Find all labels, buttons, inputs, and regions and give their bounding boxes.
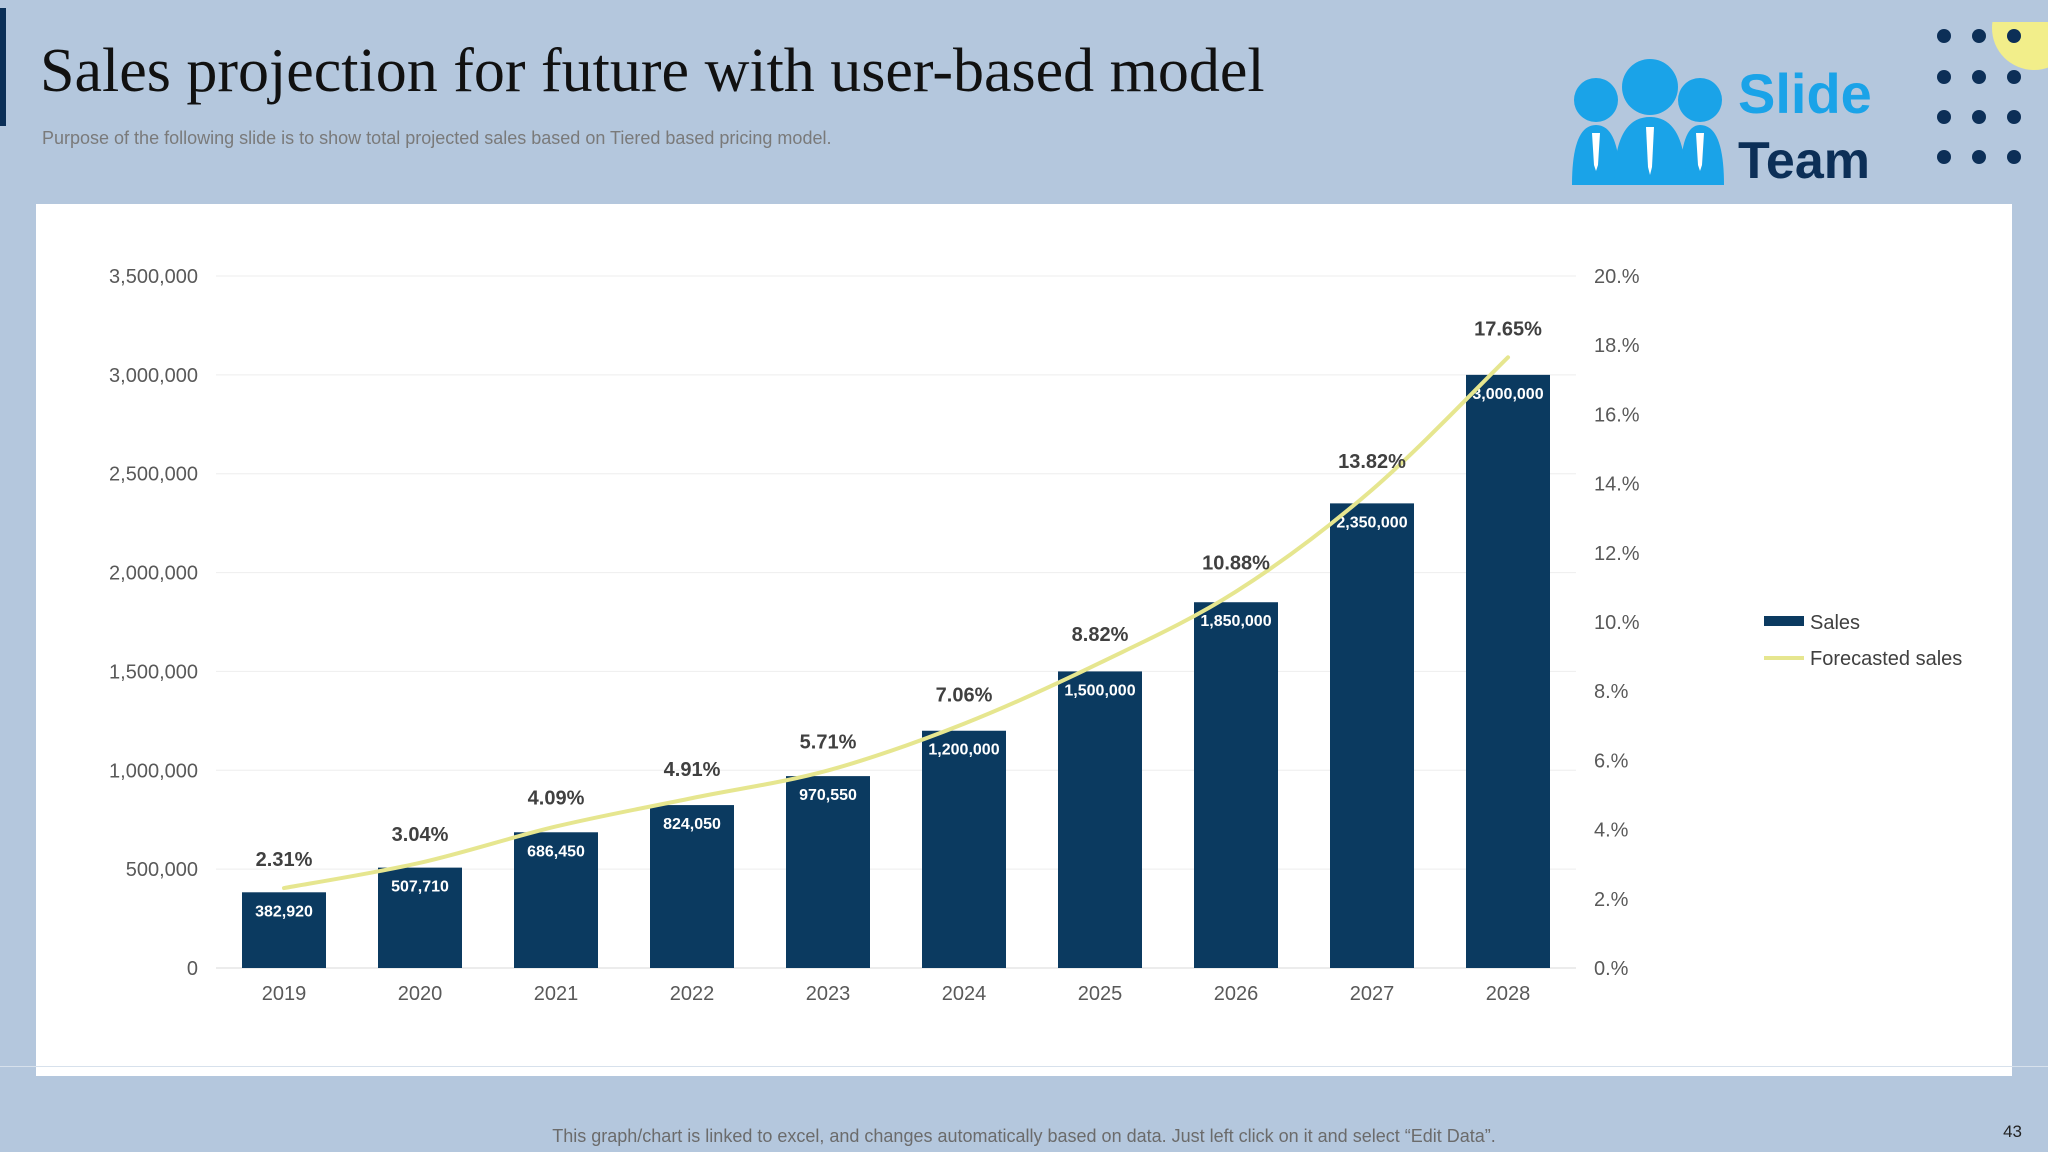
y-right-tick-label: 2.%: [1594, 889, 1629, 911]
page-number: 43: [2003, 1122, 2022, 1141]
people-group-icon: [1572, 59, 1724, 185]
line-value-label: 10.88%: [1202, 553, 1270, 575]
line-value-label: 7.06%: [936, 685, 993, 707]
y-right-tick-label: 10.%: [1594, 612, 1640, 634]
bar-value-label: 2,350,000: [1336, 514, 1407, 531]
legend-label: Sales: [1810, 612, 1860, 634]
line-value-label: 5.71%: [800, 731, 857, 753]
decorative-dots: [1932, 22, 2048, 172]
logo-text-team: Team: [1738, 132, 1870, 190]
title-accent-bar: [0, 8, 6, 126]
y-left-tick-label: 0: [187, 958, 198, 980]
chart-card[interactable]: 0 500,000 1,000,000 1,500,000 2,000,000 2,500…: [36, 204, 2012, 1076]
bar-value-label: 507,710: [391, 879, 449, 896]
bar-value-label: 382,920: [255, 903, 313, 920]
sales-bar: [242, 892, 326, 968]
legend-swatch-sales: [1764, 616, 1804, 626]
sales-bar: [786, 776, 870, 968]
y-right-tick-label: 18.%: [1594, 335, 1640, 357]
x-tick-label: 2028: [1486, 983, 1531, 1005]
y-left-tick-label: 3,000,000: [109, 365, 198, 387]
bar-value-label: 970,550: [799, 787, 857, 804]
x-tick-label: 2020: [398, 983, 443, 1005]
bar-value-label: 3,000,000: [1472, 386, 1543, 403]
y-left-tick-label: 3,500,000: [109, 266, 198, 288]
x-tick-label: 2025: [1078, 983, 1123, 1005]
line-value-label: 4.91%: [664, 759, 721, 781]
bar-value-label: 686,450: [527, 843, 585, 860]
sales-bar: [1058, 671, 1142, 968]
sales-bar: [514, 832, 598, 968]
sales-bar: [378, 867, 462, 968]
y-left-tick-label: 2,500,000: [109, 464, 198, 486]
x-tick-label: 2022: [670, 983, 715, 1005]
bar-value-label: 1,200,000: [928, 742, 999, 759]
y-left-tick-label: 2,000,000: [109, 563, 198, 585]
slide-subtitle: Purpose of the following slide is to sho…: [42, 128, 832, 148]
y-right-tick-label: 0.%: [1594, 958, 1629, 980]
x-tick-label: 2019: [262, 983, 307, 1005]
y-left-tick-label: 1,000,000: [109, 760, 198, 782]
x-tick-label: 2024: [942, 983, 987, 1005]
x-tick-label: 2027: [1350, 983, 1395, 1005]
y-right-tick-label: 8.%: [1594, 681, 1629, 703]
y-right-tick-label: 16.%: [1594, 404, 1640, 426]
line-value-label: 8.82%: [1072, 624, 1129, 646]
line-value-label: 17.65%: [1474, 318, 1542, 340]
y-right-tick-label: 14.%: [1594, 474, 1640, 496]
sales-bar: [1194, 602, 1278, 968]
y-left-tick-label: 1,500,000: [109, 661, 198, 683]
y-right-tick-label: 4.%: [1594, 820, 1629, 842]
sales-projection-chart[interactable]: 0 500,000 1,000,000 1,500,000 2,000,000 2,500…: [36, 204, 2012, 1076]
x-tick-label: 2021: [534, 983, 579, 1005]
sales-bar: [1330, 503, 1414, 968]
slideteam-logo: Slide Team: [1568, 55, 1898, 190]
line-value-label: 4.09%: [528, 787, 585, 809]
y-right-tick-label: 6.%: [1594, 750, 1629, 772]
sales-bar: [1466, 374, 1550, 968]
line-value-label: 3.04%: [392, 824, 449, 846]
bar-value-label: 824,050: [663, 816, 721, 833]
slide-title: Sales projection for future with user-ba…: [40, 37, 1265, 105]
bar-value-label: 1,500,000: [1064, 682, 1135, 699]
legend-label: Forecasted sales: [1810, 648, 1962, 670]
y-right-tick-label: 20.%: [1594, 266, 1640, 288]
decorative-yellow-circle: [1992, 22, 2048, 70]
forecast-line: [282, 355, 1510, 891]
sales-bar: [922, 730, 1006, 968]
x-tick-label: 2026: [1214, 983, 1259, 1005]
line-value-label: 13.82%: [1338, 451, 1406, 473]
y-left-tick-label: 500,000: [126, 859, 198, 881]
line-value-label: 2.31%: [256, 849, 313, 871]
x-tick-label: 2023: [806, 983, 851, 1005]
footer-divider: [0, 1066, 2048, 1067]
footer-note: This graph/chart is linked to excel, and…: [552, 1126, 1496, 1146]
y-right-tick-label: 12.%: [1594, 543, 1640, 565]
logo-text-slide: Slide: [1738, 62, 1872, 125]
bar-value-label: 1,850,000: [1200, 613, 1271, 630]
sales-bar: [650, 805, 734, 968]
